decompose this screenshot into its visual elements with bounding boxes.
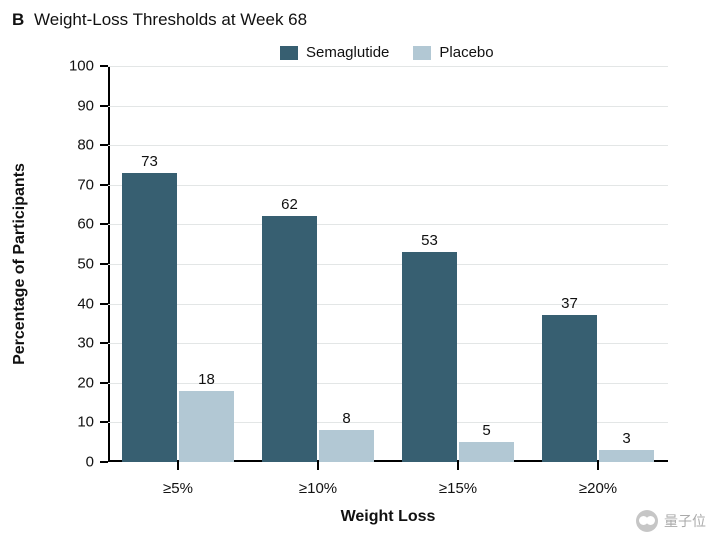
bar-value-label: 37	[561, 295, 578, 315]
panel-letter: B	[12, 10, 24, 30]
y-tick-label: 100	[69, 58, 108, 75]
gridline	[108, 145, 668, 146]
x-tick	[317, 462, 319, 470]
bar-group: 373≥20%	[528, 315, 668, 462]
y-axis-title: Percentage of Participants	[11, 163, 29, 365]
weight-loss-bar-chart: 01020304050607080901007318≥5%628≥10%535≥…	[108, 66, 668, 462]
legend: Semaglutide Placebo	[280, 44, 494, 61]
legend-label: Placebo	[439, 44, 493, 61]
bar: 3	[599, 450, 654, 462]
legend-item: Placebo	[413, 44, 493, 61]
bar-group: 535≥15%	[388, 252, 528, 462]
y-tick-label: 60	[77, 216, 108, 233]
bar-group: 7318≥5%	[108, 173, 248, 462]
bar: 53	[402, 252, 457, 462]
watermark: 量子位	[636, 510, 706, 532]
gridline	[108, 106, 668, 107]
y-tick-label: 0	[86, 454, 108, 471]
panel-title: Weight-Loss Thresholds at Week 68	[34, 10, 307, 30]
y-tick-label: 30	[77, 335, 108, 352]
watermark-text: 量子位	[664, 511, 706, 531]
bar-value-label: 8	[342, 410, 350, 430]
legend-label: Semaglutide	[306, 44, 389, 61]
bar-value-label: 62	[281, 196, 298, 216]
bar-value-label: 73	[141, 153, 158, 173]
y-tick-label: 80	[77, 137, 108, 154]
bar: 62	[262, 216, 317, 462]
bar: 73	[122, 173, 177, 462]
bar-group: 628≥10%	[248, 216, 388, 462]
y-tick-label: 70	[77, 176, 108, 193]
x-tick	[177, 462, 179, 470]
x-axis-title: Weight Loss	[341, 508, 436, 526]
bar-value-label: 53	[421, 232, 438, 252]
legend-item: Semaglutide	[280, 44, 389, 61]
y-tick-label: 40	[77, 295, 108, 312]
bar: 37	[542, 315, 597, 462]
legend-swatch	[413, 46, 431, 60]
y-tick-label: 20	[77, 374, 108, 391]
y-tick-label: 10	[77, 414, 108, 431]
bar-value-label: 5	[482, 422, 490, 442]
x-tick	[457, 462, 459, 470]
y-tick-label: 50	[77, 256, 108, 273]
gridline	[108, 66, 668, 67]
bar: 8	[319, 430, 374, 462]
y-tick-label: 90	[77, 97, 108, 114]
bar-value-label: 3	[622, 430, 630, 450]
plot-area: 01020304050607080901007318≥5%628≥10%535≥…	[108, 66, 668, 462]
bar: 5	[459, 442, 514, 462]
x-tick	[597, 462, 599, 470]
watermark-icon	[636, 510, 658, 532]
bar: 18	[179, 391, 234, 462]
bar-value-label: 18	[198, 371, 215, 391]
legend-swatch	[280, 46, 298, 60]
